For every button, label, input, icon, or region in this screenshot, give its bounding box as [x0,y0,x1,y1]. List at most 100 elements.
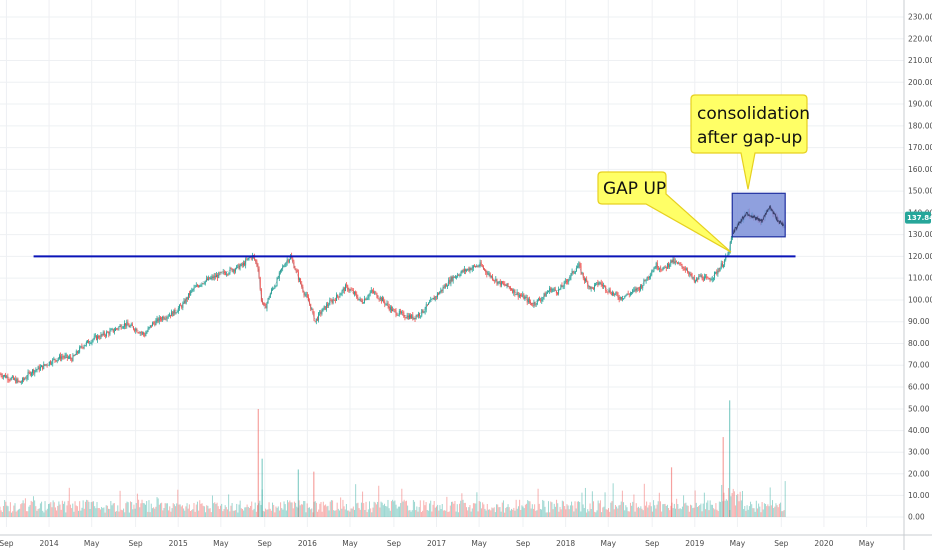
volume-bar [721,484,723,517]
candle-body [461,270,463,273]
volume-bar [778,503,780,517]
gap-up-callout-bubble [597,171,732,253]
time-axis[interactable]: Sep 2014 May Sep 2015 May Sep 2016 May Sep 2017 May… [0,539,875,548]
volume-bar [402,501,404,517]
candle-body [596,282,598,284]
volume-bar [166,503,168,517]
volume-bar [337,508,339,517]
candle-body [71,358,73,362]
candle-body [65,354,67,356]
volume-bar [395,504,397,517]
candle-body [235,268,237,272]
volume-bar [559,506,561,517]
candle-body [620,297,622,300]
candle-body [325,304,327,310]
candle-body [346,284,348,286]
candle-body [274,286,276,289]
candle-body [268,297,270,299]
volume-bar [86,499,88,517]
volume-bar [245,507,247,517]
candle-body [256,261,258,266]
volume-bar [663,504,665,517]
volume-bar [530,508,532,517]
candle-body [211,276,213,278]
volume-bar [147,511,149,517]
volume-bar [306,503,308,517]
price-axis[interactable]: 230.00 220.00 210.00 200.00 190.00 180.00 170.… [908,13,932,522]
consolidation-box[interactable] [731,192,786,238]
candle-body [167,316,169,318]
last-price-tag: 137.84 [905,211,932,224]
volume-bar [557,503,559,517]
candle-body [662,268,664,271]
candle-body [438,293,440,295]
candle-body [610,293,612,295]
annotations-layer: GAP UP consolidation after gap-up [33,94,815,258]
candle-body [580,265,582,274]
candle-body [343,288,345,292]
candle-body [358,299,360,300]
volume-bar [251,501,253,517]
candle-body [582,272,584,279]
volume-bar [136,493,138,517]
consolidation-callout[interactable]: consolidation after gap-up [690,94,815,190]
volume-bar [657,501,659,517]
candle-body [600,282,602,285]
candle-body [414,317,416,319]
volume-bar [586,512,588,517]
volume-bar [673,503,675,517]
volume-spike [257,409,259,517]
candle-body [472,265,474,268]
volume-bar [613,509,615,517]
volume-bar [320,501,322,517]
candle-body [137,332,139,333]
candle-body [503,283,505,285]
candle-body [183,300,185,304]
candle-body [145,333,147,337]
candle-body [573,272,575,274]
candle-body [710,279,712,281]
candle-body [668,263,669,267]
candle-body [126,322,128,327]
gap-up-callout[interactable]: GAP UP [597,171,732,253]
volume-bar [295,502,297,517]
candle-body [57,358,59,360]
volume-bar [647,507,649,517]
volume-bar [299,505,301,517]
volume-bar [535,510,537,517]
candle-body [398,310,400,315]
volume-bar [94,506,96,517]
volume-bar [119,490,121,517]
volume-bar [702,503,704,517]
candle-body [367,297,369,299]
volume-bar [223,509,225,517]
volume-bar [545,512,547,517]
candle-body [484,268,486,270]
candle-body [273,288,275,290]
volume-bar [426,509,428,517]
volume-bar [691,505,693,517]
volume-bar [775,503,777,517]
candle-body [89,343,91,344]
gap-up-callout-line: GAP UP [603,179,666,199]
candle-body [299,278,300,280]
volume-bar [620,501,622,517]
volume-bar [594,511,596,517]
candle-body [14,378,16,380]
volume-bar [710,504,712,517]
candle-body [392,309,394,312]
candle-body [558,289,560,294]
candle-body [654,268,656,270]
candle-body [448,279,450,286]
candle-body [723,264,724,267]
candle-body [284,266,286,267]
candle-body [451,276,453,281]
candle-body [460,272,462,276]
candle-body [35,369,37,371]
volume-tick-label: 40.00 [908,426,930,435]
candle-body [142,332,143,334]
volume-bar [89,508,91,517]
volume-bar [177,489,179,517]
candle-body [108,332,110,335]
candle-body [58,355,60,359]
